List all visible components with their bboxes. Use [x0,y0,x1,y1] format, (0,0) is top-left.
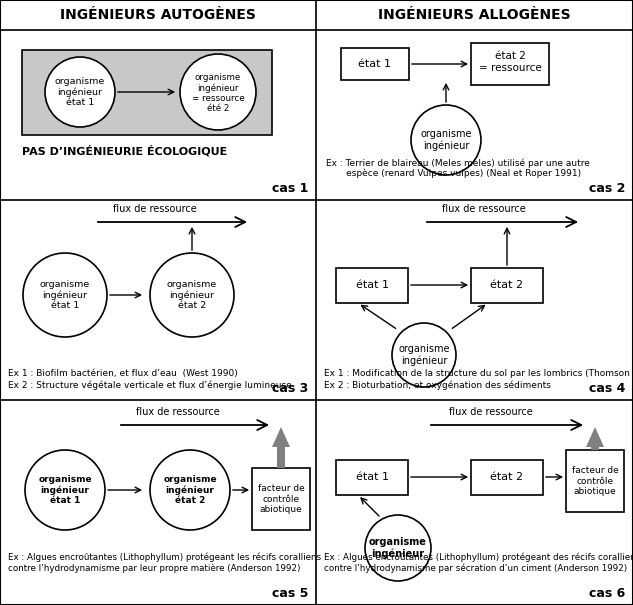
Circle shape [180,54,256,130]
Text: facteur de
contrôle
abiotique: facteur de contrôle abiotique [572,466,618,496]
Text: état 1: état 1 [356,472,389,482]
Text: cas 2: cas 2 [589,182,625,195]
Polygon shape [272,427,290,447]
Text: état 2
= ressource: état 2 = ressource [479,51,541,73]
Circle shape [365,515,431,581]
Circle shape [150,253,234,337]
Text: Ex : Algues encroûtantes (Lithophyllum) protégeant les récifs coralliens
contre : Ex : Algues encroûtantes (Lithophyllum) … [8,552,321,573]
Text: INGÉNIEURS ALLOGÈNES: INGÉNIEURS ALLOGÈNES [378,8,571,22]
Text: organisme
ingénieur
état 1: organisme ingénieur état 1 [55,77,105,107]
Bar [336,268,408,303]
Text: PAS D’INGÉNIEURIE ÉCOLOGIQUE: PAS D’INGÉNIEURIE ÉCOLOGIQUE [22,145,227,157]
Text: facteur de
contrôle
abiotique: facteur de contrôle abiotique [258,484,304,514]
Text: organisme
ingénieur
état 2: organisme ingénieur état 2 [163,475,217,505]
Text: Ex : Terrier de blaireau (Meles meles) utilisé par une autre
       espèce (rena: Ex : Terrier de blaireau (Meles meles) u… [326,158,590,178]
Text: Ex : Algues encroûtantes (Lithophyllum) protégeant des récifs coralliens
contre : Ex : Algues encroûtantes (Lithophyllum) … [324,552,633,573]
Text: organisme
ingénieur
= ressource
été 2: organisme ingénieur = ressource été 2 [192,73,244,113]
Text: cas 5: cas 5 [272,587,308,600]
Circle shape [392,323,456,387]
Text: flux de ressource: flux de ressource [136,407,220,417]
Text: cas 4: cas 4 [589,382,625,395]
Circle shape [150,450,230,530]
Bar [336,460,408,495]
Bar [341,48,409,80]
Text: organisme
ingénieur: organisme ingénieur [369,537,427,559]
Bar [252,468,310,530]
Circle shape [45,57,115,127]
Text: Ex 1 : Biofilm bactérien, et flux d’eau  (West 1990): Ex 1 : Biofilm bactérien, et flux d’eau … [8,369,238,378]
Bar [471,43,549,85]
Text: cas 6: cas 6 [589,587,625,600]
Text: organisme
ingénieur
état 2: organisme ingénieur état 2 [167,280,217,310]
Text: cas 1: cas 1 [272,182,308,195]
Text: état 1: état 1 [356,280,389,290]
Text: organisme
ingénieur
état 1: organisme ingénieur état 1 [38,475,92,505]
Bar [471,268,543,303]
Polygon shape [586,427,604,447]
Text: état 2: état 2 [491,472,523,482]
Text: organisme
ingénieur
état 1: organisme ingénieur état 1 [40,280,90,310]
Bar [471,460,543,495]
Text: flux de ressource: flux de ressource [113,204,197,214]
Text: organisme
ingénieur: organisme ingénieur [420,129,472,151]
Bar [566,450,624,512]
Text: flux de ressource: flux de ressource [449,407,533,417]
Bar [22,50,272,135]
Circle shape [25,450,105,530]
Bar [591,447,599,450]
Text: INGÉNIEURS AUTOGÈNES: INGÉNIEURS AUTOGÈNES [60,8,256,22]
Text: état 2: état 2 [491,280,523,290]
Text: Ex 2 : Bioturbation, et oxygénation des sédiments: Ex 2 : Bioturbation, et oxygénation des … [324,381,551,390]
Text: état 1: état 1 [358,59,391,69]
Bar [277,447,285,468]
Circle shape [411,105,481,175]
Text: cas 3: cas 3 [272,382,308,395]
Text: flux de ressource: flux de ressource [442,204,526,214]
Text: Ex 2 : Structure végétale verticale et flux d’énergie lumineuse: Ex 2 : Structure végétale verticale et f… [8,381,292,390]
Circle shape [23,253,107,337]
Text: Ex 1 : Modification de la structure du sol par les lombrics (Thomson et al. 1993: Ex 1 : Modification de la structure du s… [324,369,633,378]
Text: organisme
ingénieur: organisme ingénieur [398,344,450,366]
